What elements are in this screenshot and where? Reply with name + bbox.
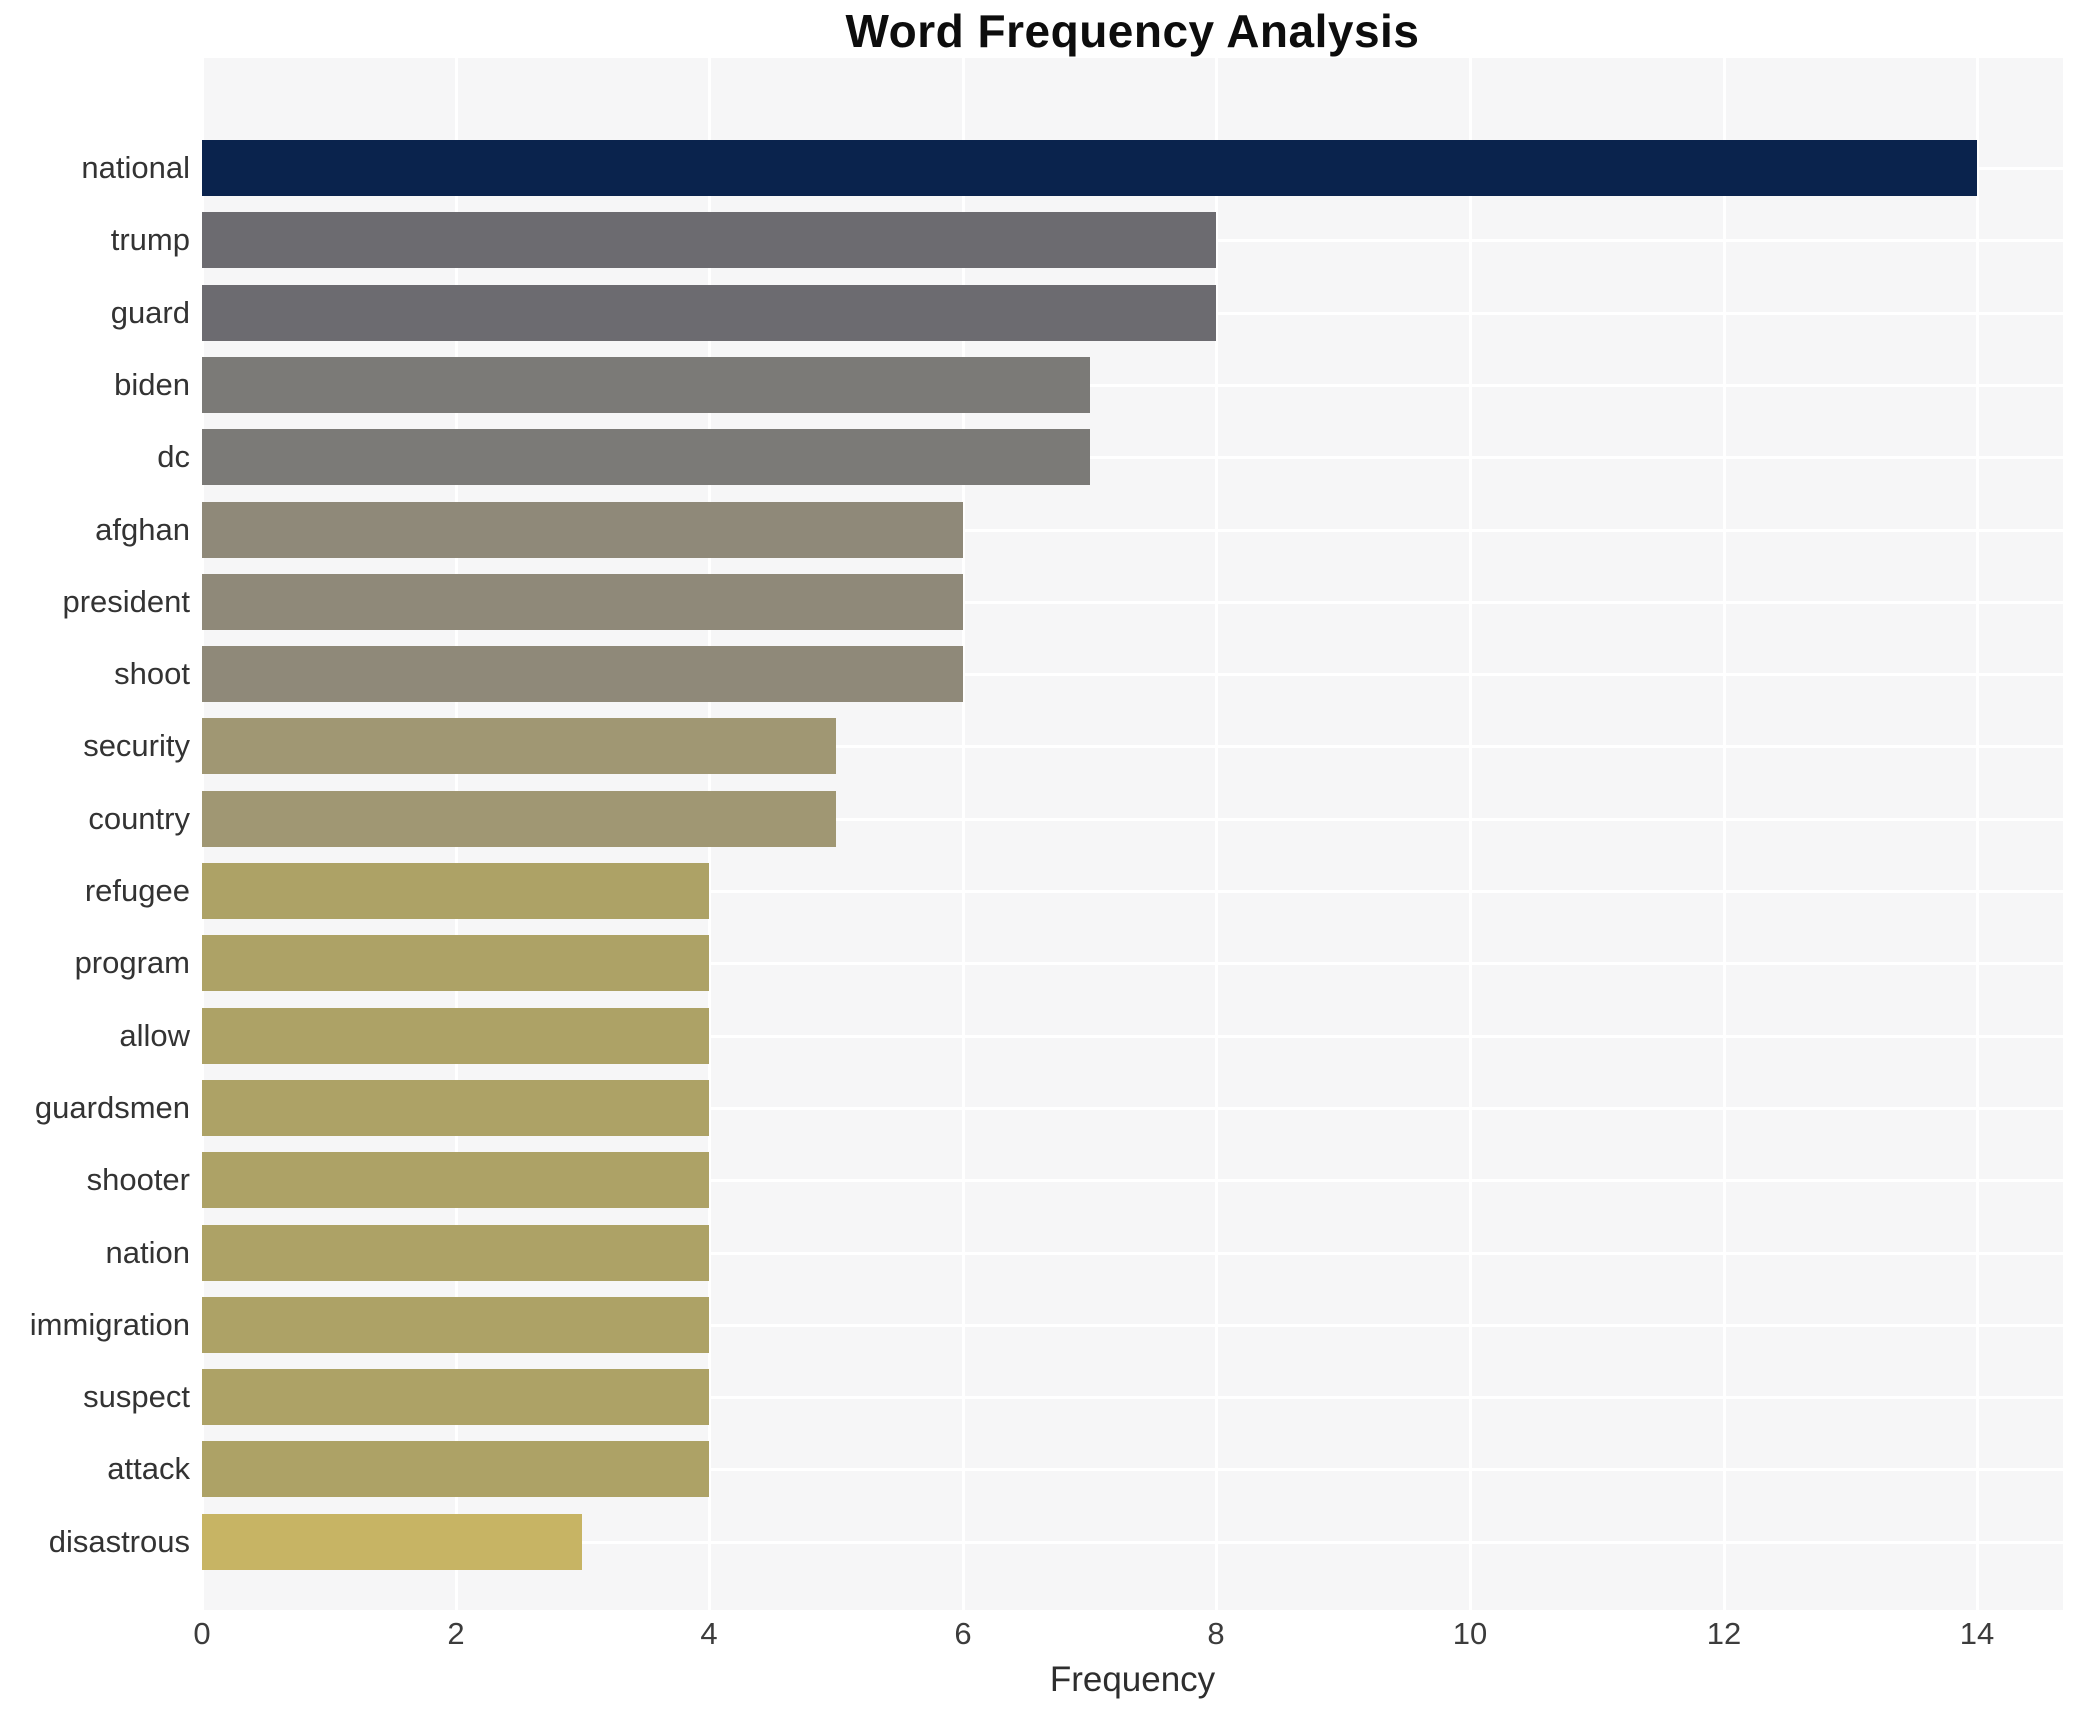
bar-country	[202, 791, 836, 847]
y-gridline	[202, 962, 2063, 965]
bar-immigration	[202, 1297, 709, 1353]
y-tick-label: shooter	[86, 1162, 190, 1197]
y-tick-label: disastrous	[48, 1524, 190, 1559]
y-tick-label: allow	[119, 1018, 190, 1053]
x-gridline	[1976, 58, 1979, 1610]
y-gridline	[202, 1324, 2063, 1327]
chart-title: Word Frequency Analysis	[845, 5, 1420, 57]
y-gridline	[202, 456, 2063, 459]
y-gridline	[202, 1035, 2063, 1038]
x-tick-label: 14	[1959, 1616, 1995, 1651]
y-tick-label: shoot	[114, 656, 190, 691]
y-tick-label: nation	[105, 1235, 190, 1270]
y-gridline	[202, 818, 2063, 821]
bar-disastrous	[202, 1514, 582, 1570]
bar-allow	[202, 1008, 709, 1064]
y-gridline	[202, 1252, 2063, 1255]
x-tick-label: 0	[193, 1616, 211, 1651]
x-tick-label: 6	[954, 1616, 972, 1651]
y-tick-label: dc	[157, 439, 190, 474]
bar-shoot	[202, 646, 963, 702]
bar-nation	[202, 1225, 709, 1281]
bar-trump	[202, 212, 1216, 268]
y-gridline	[202, 890, 2063, 893]
x-gridline	[1215, 58, 1218, 1610]
x-gridline	[1723, 58, 1726, 1610]
y-gridline	[202, 384, 2063, 387]
x-axis-title: Frequency	[1049, 1660, 1216, 1699]
y-tick-label: refugee	[84, 873, 190, 908]
y-tick-label: attack	[107, 1451, 190, 1486]
y-gridline	[202, 601, 2063, 604]
y-tick-label: afghan	[95, 512, 190, 547]
y-tick-label: country	[88, 801, 190, 836]
y-gridline	[202, 1396, 2063, 1399]
y-gridline	[202, 1468, 2063, 1471]
y-tick-label: guardsmen	[34, 1090, 190, 1125]
y-gridline	[202, 1179, 2063, 1182]
y-gridline	[202, 1541, 2063, 1544]
y-gridline	[202, 673, 2063, 676]
x-tick-label: 4	[700, 1616, 718, 1651]
x-tick-label: 2	[447, 1616, 465, 1651]
y-tick-label: biden	[114, 367, 190, 402]
y-gridline	[202, 745, 2063, 748]
y-tick-label: trump	[110, 222, 190, 257]
y-tick-label: program	[74, 945, 190, 980]
bar-biden	[202, 357, 1090, 413]
bar-shooter	[202, 1152, 709, 1208]
bar-suspect	[202, 1369, 709, 1425]
bar-afghan	[202, 502, 963, 558]
y-tick-label: national	[81, 150, 190, 185]
bar-guard	[202, 285, 1216, 341]
x-gridline	[962, 58, 965, 1610]
x-gridline	[1469, 58, 1472, 1610]
bar-guardsmen	[202, 1080, 709, 1136]
bar-refugee	[202, 863, 709, 919]
y-tick-label: suspect	[83, 1379, 190, 1414]
y-gridline	[202, 529, 2063, 532]
bar-security	[202, 718, 836, 774]
y-gridline	[202, 1107, 2063, 1110]
x-tick-label: 12	[1706, 1616, 1742, 1651]
x-tick-label: 8	[1207, 1616, 1225, 1651]
x-tick-label: 10	[1452, 1616, 1488, 1651]
y-tick-label: guard	[110, 295, 190, 330]
y-tick-label: immigration	[29, 1307, 190, 1342]
y-tick-label: security	[83, 728, 190, 763]
bar-dc	[202, 429, 1090, 485]
plot-area	[201, 58, 2063, 1610]
bar-program	[202, 935, 709, 991]
bar-national	[202, 140, 1977, 196]
bar-attack	[202, 1441, 709, 1497]
bar-president	[202, 574, 963, 630]
y-tick-label: president	[62, 584, 190, 619]
